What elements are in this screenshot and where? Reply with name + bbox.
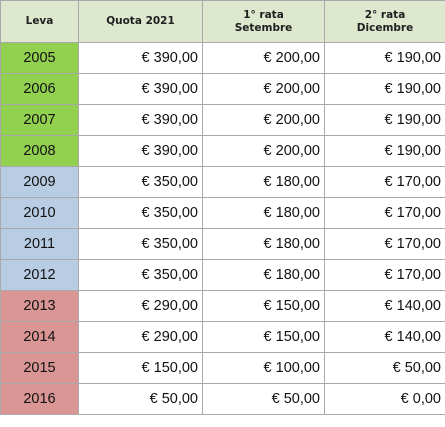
- cell-quota: € 50,00: [78, 383, 203, 415]
- cell-quota: € 150,00: [78, 352, 203, 384]
- cell-quota: € 390,00: [78, 73, 203, 105]
- header-leva-label: Leva: [25, 15, 54, 27]
- cell-quota: € 390,00: [78, 135, 203, 167]
- header-leva: Leva: [0, 0, 79, 43]
- cell-rata1: € 150,00: [202, 321, 325, 353]
- cell-leva: 2005: [0, 42, 79, 74]
- table-row: 2006 € 390,00 € 200,00 € 190,00: [0, 73, 445, 105]
- cell-rata1: € 200,00: [202, 104, 325, 136]
- cell-rata2: € 190,00: [324, 135, 445, 167]
- table-row: 2016 € 50,00 € 50,00 € 0,00: [0, 383, 445, 415]
- cell-rata2: € 0,00: [324, 383, 445, 415]
- table-row: 2007 € 390,00 € 200,00 € 190,00: [0, 104, 445, 136]
- cell-rata1: € 180,00: [202, 228, 325, 260]
- header-rata2-line2: Dicembre: [356, 21, 414, 34]
- table-row: 2012 € 350,00 € 180,00 € 170,00: [0, 259, 445, 291]
- cell-leva: 2011: [0, 228, 79, 260]
- cell-rata1: € 180,00: [202, 259, 325, 291]
- cell-rata2: € 190,00: [324, 42, 445, 74]
- cell-leva: 2010: [0, 197, 79, 229]
- cell-leva: 2014: [0, 321, 79, 353]
- header-row: Leva Quota 2021 1° rata Setembre 2° rata…: [0, 0, 445, 43]
- table-row: 2009 € 350,00 € 180,00 € 170,00: [0, 166, 445, 198]
- fee-table: Leva Quota 2021 1° rata Setembre 2° rata…: [0, 0, 445, 415]
- cell-quota: € 290,00: [78, 290, 203, 322]
- header-rata1-line2: Setembre: [234, 21, 293, 34]
- cell-leva: 2006: [0, 73, 79, 105]
- cell-leva: 2013: [0, 290, 79, 322]
- cell-rata1: € 200,00: [202, 73, 325, 105]
- table-row: 2008 € 390,00 € 200,00 € 190,00: [0, 135, 445, 167]
- cell-leva: 2015: [0, 352, 79, 384]
- table-row: 2010 € 350,00 € 180,00 € 170,00: [0, 197, 445, 229]
- cell-rata1: € 200,00: [202, 135, 325, 167]
- table-row: 2015 € 150,00 € 100,00 € 50,00: [0, 352, 445, 384]
- cell-rata2: € 50,00: [324, 352, 445, 384]
- cell-rata2: € 140,00: [324, 290, 445, 322]
- cell-rata1: € 100,00: [202, 352, 325, 384]
- cell-leva: 2016: [0, 383, 79, 415]
- cell-rata1: € 180,00: [202, 166, 325, 198]
- cell-leva: 2009: [0, 166, 79, 198]
- cell-rata1: € 180,00: [202, 197, 325, 229]
- cell-rata1: € 50,00: [202, 383, 325, 415]
- table-row: 2011 € 350,00 € 180,00 € 170,00: [0, 228, 445, 260]
- cell-quota: € 350,00: [78, 197, 203, 229]
- cell-quota: € 350,00: [78, 166, 203, 198]
- cell-leva: 2008: [0, 135, 79, 167]
- header-quota-label: Quota 2021: [106, 15, 175, 27]
- cell-rata1: € 150,00: [202, 290, 325, 322]
- cell-quota: € 350,00: [78, 259, 203, 291]
- cell-rata2: € 170,00: [324, 228, 445, 260]
- cell-quota: € 350,00: [78, 228, 203, 260]
- header-rata1-line1: 1° rata: [243, 8, 284, 21]
- cell-leva: 2007: [0, 104, 79, 136]
- header-quota: Quota 2021: [78, 0, 203, 43]
- cell-rata2: € 170,00: [324, 166, 445, 198]
- table-row: 2014 € 290,00 € 150,00 € 140,00: [0, 321, 445, 353]
- table-row: 2005 € 390,00 € 200,00 € 190,00: [0, 42, 445, 74]
- header-rata1: 1° rata Setembre: [202, 0, 325, 43]
- cell-quota: € 390,00: [78, 42, 203, 74]
- cell-quota: € 390,00: [78, 104, 203, 136]
- cell-rata2: € 170,00: [324, 197, 445, 229]
- table-row: 2013 € 290,00 € 150,00 € 140,00: [0, 290, 445, 322]
- cell-rata2: € 190,00: [324, 104, 445, 136]
- cell-rata2: € 190,00: [324, 73, 445, 105]
- cell-rata2: € 140,00: [324, 321, 445, 353]
- cell-leva: 2012: [0, 259, 79, 291]
- cell-rata2: € 170,00: [324, 259, 445, 291]
- cell-quota: € 290,00: [78, 321, 203, 353]
- cell-rata1: € 200,00: [202, 42, 325, 74]
- header-rata2: 2° rata Dicembre: [324, 0, 445, 43]
- header-rata2-line1: 2° rata: [364, 8, 406, 21]
